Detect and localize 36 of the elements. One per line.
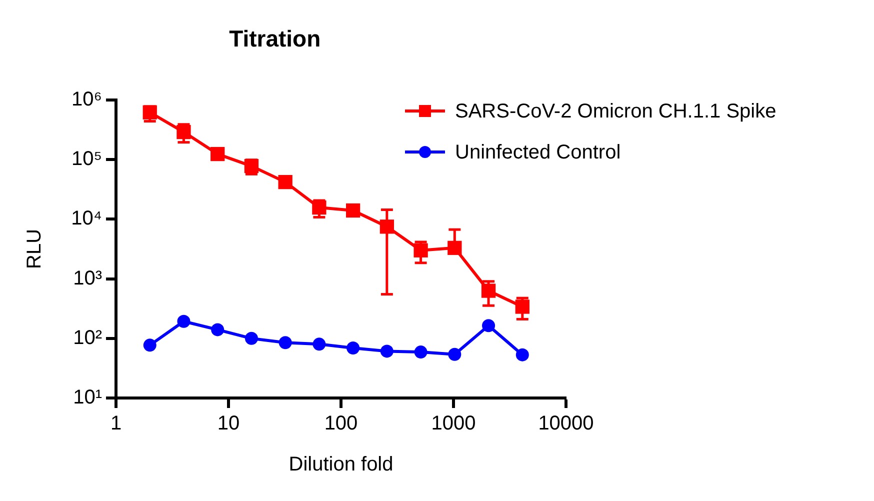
legend-label: Uninfected Control bbox=[455, 142, 621, 164]
point bbox=[176, 124, 191, 140]
point bbox=[346, 342, 360, 355]
point bbox=[448, 348, 462, 361]
x-axis-title: Dilution fold bbox=[288, 454, 394, 476]
point bbox=[177, 314, 190, 328]
y-tick-label: 10³ bbox=[73, 267, 102, 290]
point bbox=[481, 284, 496, 298]
x-tick-label: 10 bbox=[217, 412, 240, 435]
point bbox=[516, 348, 529, 362]
y-tick-label: 10⁵ bbox=[71, 148, 102, 170]
legend-label: SARS-CoV-2 Omicron CH.1.1 Spike bbox=[455, 100, 776, 123]
x-tick-label: 1 bbox=[110, 412, 122, 435]
point bbox=[278, 336, 292, 350]
point bbox=[414, 346, 428, 359]
point bbox=[448, 240, 462, 255]
x-tick-label: 100 bbox=[324, 412, 358, 435]
y-tick-label: 10⁶ bbox=[72, 88, 102, 111]
chart-title: Titration bbox=[229, 25, 321, 52]
x-tick-label: 1000 bbox=[431, 412, 476, 435]
y-tick-label: 10¹ bbox=[73, 386, 102, 409]
point bbox=[278, 174, 292, 190]
point bbox=[482, 319, 496, 332]
point bbox=[312, 338, 326, 351]
point bbox=[143, 338, 156, 352]
point bbox=[211, 323, 224, 336]
x-tick-label: 10000 bbox=[538, 412, 594, 435]
y-axis-title: RLU bbox=[24, 228, 46, 270]
point bbox=[380, 220, 394, 234]
point bbox=[380, 344, 394, 358]
point bbox=[312, 200, 326, 215]
y-tick-label: 10² bbox=[73, 326, 102, 349]
y-tick-label: 10⁴ bbox=[71, 208, 102, 230]
point bbox=[244, 332, 258, 345]
point bbox=[346, 203, 360, 218]
point bbox=[210, 146, 225, 162]
